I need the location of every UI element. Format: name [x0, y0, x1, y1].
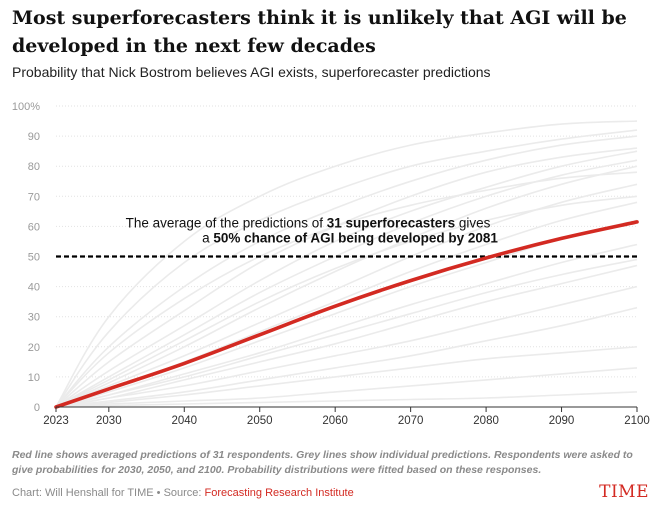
individual-prediction-line [55, 165, 638, 408]
y-tick-label: 60 [28, 221, 40, 233]
y-tick-label: 90 [28, 131, 40, 143]
individual-prediction-line [55, 135, 638, 408]
y-tick-label: 40 [28, 282, 40, 294]
annotation-2-bold: 50% chance of AGI being developed by 208… [213, 230, 498, 245]
individual-prediction-line [55, 120, 638, 408]
x-tick-label: 2060 [322, 415, 348, 427]
x-tick-label: 2030 [96, 415, 122, 427]
x-tick-label: 2023 [43, 415, 69, 427]
individual-prediction-line [55, 129, 638, 408]
individual-prediction-line [55, 243, 638, 408]
credit-text: Chart: Will Henshall for TIME • Source: [12, 487, 205, 499]
individual-prediction-line [55, 367, 638, 408]
x-tick-label: 2080 [473, 415, 499, 427]
individual-prediction-line [55, 171, 638, 408]
annotation-1-suffix: gives [455, 215, 491, 230]
individual-prediction-line [55, 264, 638, 408]
y-tick-label: 30 [28, 312, 40, 324]
x-tick-label: 2090 [549, 415, 575, 427]
individual-prediction-line [55, 159, 638, 408]
annotation-1-prefix: The average of the predictions of [126, 215, 327, 230]
chart-credit: Chart: Will Henshall for TIME • Source: … [12, 487, 354, 499]
y-tick-label: 20 [28, 342, 40, 354]
y-tick-label: 70 [28, 191, 40, 203]
individual-prediction-line [55, 285, 638, 408]
source-link[interactable]: Forecasting Research Institute [204, 487, 354, 499]
individual-prediction-line [55, 346, 638, 408]
average-prediction-line [54, 220, 639, 409]
y-tick-label: 80 [28, 161, 40, 173]
annotation-1-bold: 31 superforecasters [327, 215, 455, 230]
individual-prediction-line [55, 306, 638, 408]
x-tick-label: 2070 [398, 415, 424, 427]
chart-subtitle: Probability that Nick Bostrom believes A… [12, 64, 491, 80]
y-tick-label: 0 [34, 402, 40, 414]
individual-prediction-lines [55, 120, 638, 408]
x-tick-label: 2100 [624, 415, 650, 427]
y-tick-label: 10 [28, 372, 40, 384]
individual-prediction-line [55, 391, 638, 408]
y-tick-label: 50 [28, 252, 40, 264]
x-axis: 2023 2030 2040 2050 2060 2070 2080 2090 2100 [43, 406, 650, 427]
annotation-line-2: a 50% chance of AGI being developed by 2… [202, 230, 498, 245]
chart-note: Red line shows averaged predictions of 3… [12, 449, 633, 476]
x-tick-label: 2040 [171, 415, 197, 427]
y-tick-label: 100% [12, 101, 40, 113]
annotation-line-1: The average of the predictions of 31 sup… [126, 215, 491, 230]
y-axis-labels: 0 10 20 30 40 50 60 70 80 90 100% [12, 101, 40, 414]
individual-prediction-line [55, 150, 638, 408]
individual-prediction-line [55, 195, 638, 408]
x-tick-label: 2050 [247, 415, 273, 427]
chart-title: Most superforecasters think it is unlike… [12, 7, 627, 57]
time-logo: TIME [599, 482, 649, 502]
individual-prediction-line [55, 258, 638, 408]
annotation-2-prefix: a [202, 230, 213, 245]
